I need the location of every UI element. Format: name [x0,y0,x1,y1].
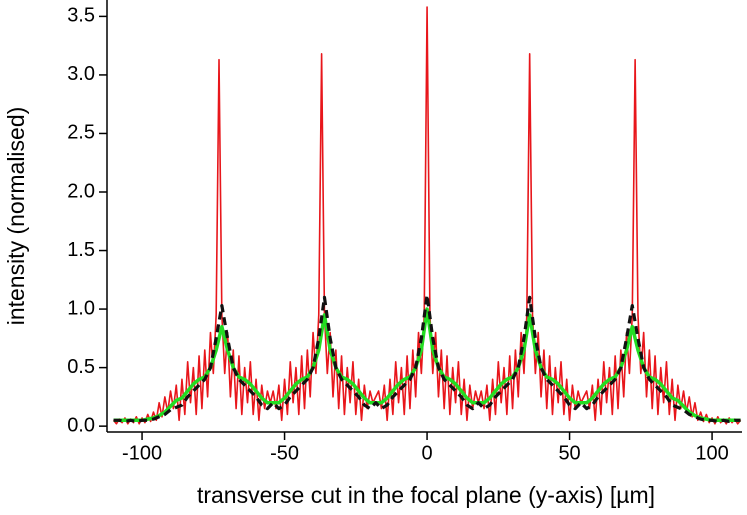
series-line [113,293,741,424]
y-tick-label: 3.0 [67,63,95,85]
y-tick-label: 3.5 [67,5,95,27]
y-axis-title: intensity (normalised) [3,107,29,326]
x-tick-label: 100 [695,442,728,464]
y-tick-label: 0.5 [67,356,95,378]
y-tick-label: 2.0 [67,180,95,202]
y-tick-label: 0.0 [67,414,95,436]
x-axis-title: transverse cut in the focal plane (y-axi… [197,482,655,508]
x-tick-label: 0 [422,442,433,464]
series-line [112,6,742,425]
y-tick-label: 1.5 [67,239,95,261]
series-line [113,307,741,423]
x-tick-label: -50 [270,442,299,464]
y-tick-label: 1.0 [67,297,95,319]
x-tick-label: 50 [558,442,580,464]
plot-area [112,6,742,425]
x-tick-label: -100 [122,442,162,464]
y-tick-label: 2.5 [67,122,95,144]
